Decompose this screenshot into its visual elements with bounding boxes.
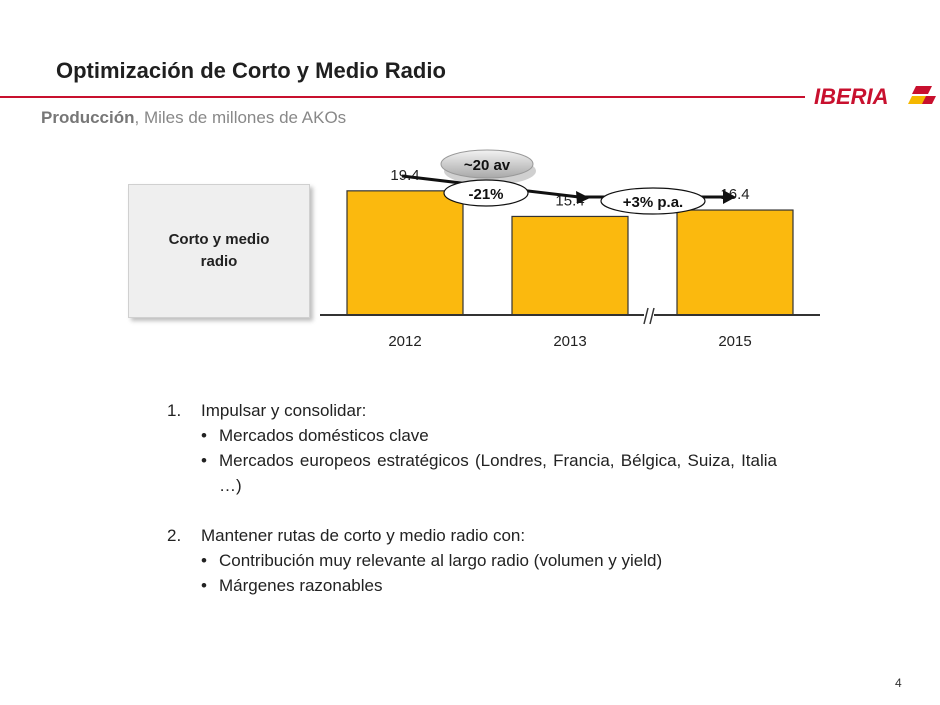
bullet-list: 1. Impulsar y consolidar: • Mercados dom… [167, 398, 777, 598]
page-title: Optimización de Corto y Medio Radio [56, 58, 446, 83]
growth-annotation: +3% p.a. [600, 187, 706, 215]
item-number: 2. [167, 526, 182, 545]
pill-annotation: ~20 av [440, 149, 536, 185]
sub-item-text: Mercados europeos estratégicos (Londres,… [219, 451, 777, 495]
category-box-label: Corto y medio radio [168, 231, 270, 270]
tick-label-2012: 2012 [388, 333, 421, 350]
item-text: Mantener rutas de corto y medio radio co… [201, 526, 526, 545]
logo-wordmark: IBERIA [814, 84, 889, 109]
bar-2015 [676, 209, 794, 316]
bar-2013 [511, 215, 629, 316]
list-item: 2. Mantener rutas de corto y medio radio… [167, 523, 777, 548]
list-item: 1. Impulsar y consolidar: [167, 398, 777, 423]
growth-label: +3% p.a. [623, 194, 683, 211]
item-text: Impulsar y consolidar: [201, 401, 367, 420]
growth-arrowhead-icon [723, 190, 736, 204]
logo-symbol-icon [908, 86, 936, 104]
page-subtitle: Producción, Miles de millones de AKOs [41, 108, 346, 128]
item-number: 1. [167, 401, 182, 420]
sub-item-text: Mercados domésticos clave [219, 426, 429, 445]
bullet-icon: • [201, 551, 207, 570]
decline-annotation: -21% [443, 179, 529, 207]
sub-item: • Mercados domésticos clave [167, 423, 777, 448]
decline-label: -21% [468, 186, 503, 203]
page-number: 4 [895, 676, 902, 690]
category-box: Corto y medio radio [128, 184, 310, 318]
tick-label-2013: 2013 [553, 333, 586, 350]
bullet-icon: • [201, 426, 207, 445]
sub-item: • Mercados europeos estratégicos (Londre… [167, 448, 777, 498]
bar-2012 [346, 190, 464, 316]
axis-break-icon [643, 307, 655, 325]
subtitle-bold: Producción [41, 108, 135, 127]
bullet-icon: • [201, 576, 207, 595]
subtitle-rest: , Miles de millones de AKOs [134, 108, 347, 127]
tick-label-2015: 2015 [718, 333, 751, 350]
sub-item: • Contribución muy relevante al largo ra… [167, 548, 777, 573]
bullet-icon: • [201, 451, 207, 470]
iberia-logo: IBERIA [814, 84, 936, 109]
sub-item-text: Contribución muy relevante al largo radi… [219, 551, 663, 570]
sub-item-text: Márgenes razonables [219, 576, 383, 595]
sub-item: • Márgenes razonables [167, 573, 777, 598]
pill-label: ~20 av [464, 157, 511, 174]
header-rule [0, 96, 805, 98]
